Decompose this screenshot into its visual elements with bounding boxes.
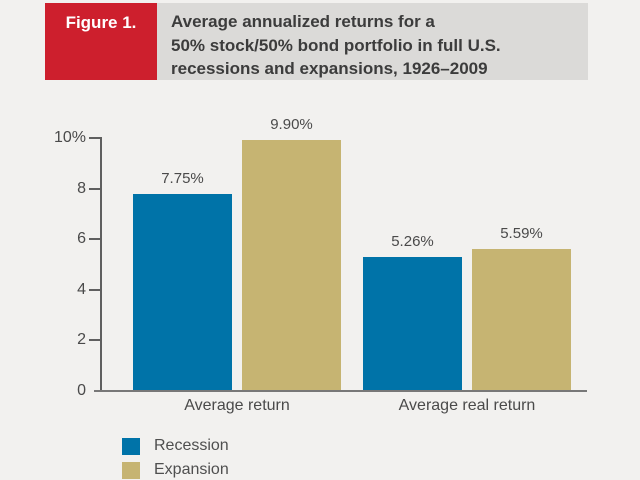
bar-recession-average-return (133, 194, 232, 390)
figure-title-line: 50% stock/50% bond portfolio in full U.S… (171, 35, 501, 55)
bar-recession-average-real-return (363, 257, 462, 390)
category-label: Average return (184, 397, 290, 414)
figure-title-box: Average annualized returns for a 50% sto… (157, 3, 588, 80)
y-axis-tick-label: 8 (77, 180, 86, 197)
y-axis-tick (89, 339, 100, 341)
legend-item-recession: Recession (122, 434, 229, 458)
y-axis-tick (89, 137, 100, 139)
y-axis-tick (89, 238, 100, 240)
category-label: Average real return (398, 397, 536, 414)
figure-label-box: Figure 1. (45, 3, 157, 80)
bar-value-label: 5.26% (391, 233, 434, 250)
figure-title-line: recessions and expansions, 1926–2009 (171, 59, 488, 78)
bar-expansion-average-real-return (472, 249, 571, 390)
legend-label-recession: Recession (154, 437, 229, 454)
expansion-color-swatch (122, 461, 140, 479)
y-axis-tick-label: 6 (77, 230, 86, 247)
y-axis-tick (89, 289, 100, 291)
y-axis-tick-label: 2 (77, 331, 86, 348)
bar-value-label: 5.59% (500, 225, 543, 242)
y-axis-tick-label: 0 (77, 382, 86, 399)
legend-item-expansion: Expansion (122, 458, 229, 480)
y-axis-tick-label: 4 (77, 281, 86, 298)
bar-value-label: 7.75% (161, 170, 204, 187)
legend-label-expansion: Expansion (154, 461, 229, 478)
y-axis-tick (89, 188, 100, 190)
y-axis-tick-label: 10% (53, 129, 86, 146)
y-axis-line (100, 137, 102, 392)
recession-color-swatch (122, 437, 140, 455)
bar-value-label: 9.90% (270, 116, 313, 133)
chart-legend: Recession Expansion (122, 434, 229, 480)
figure-title-line: Average annualized returns for a (171, 12, 435, 31)
bar-expansion-average-return (242, 140, 341, 390)
figure-label: Figure 1. (65, 13, 137, 32)
x-axis-line (94, 390, 587, 392)
